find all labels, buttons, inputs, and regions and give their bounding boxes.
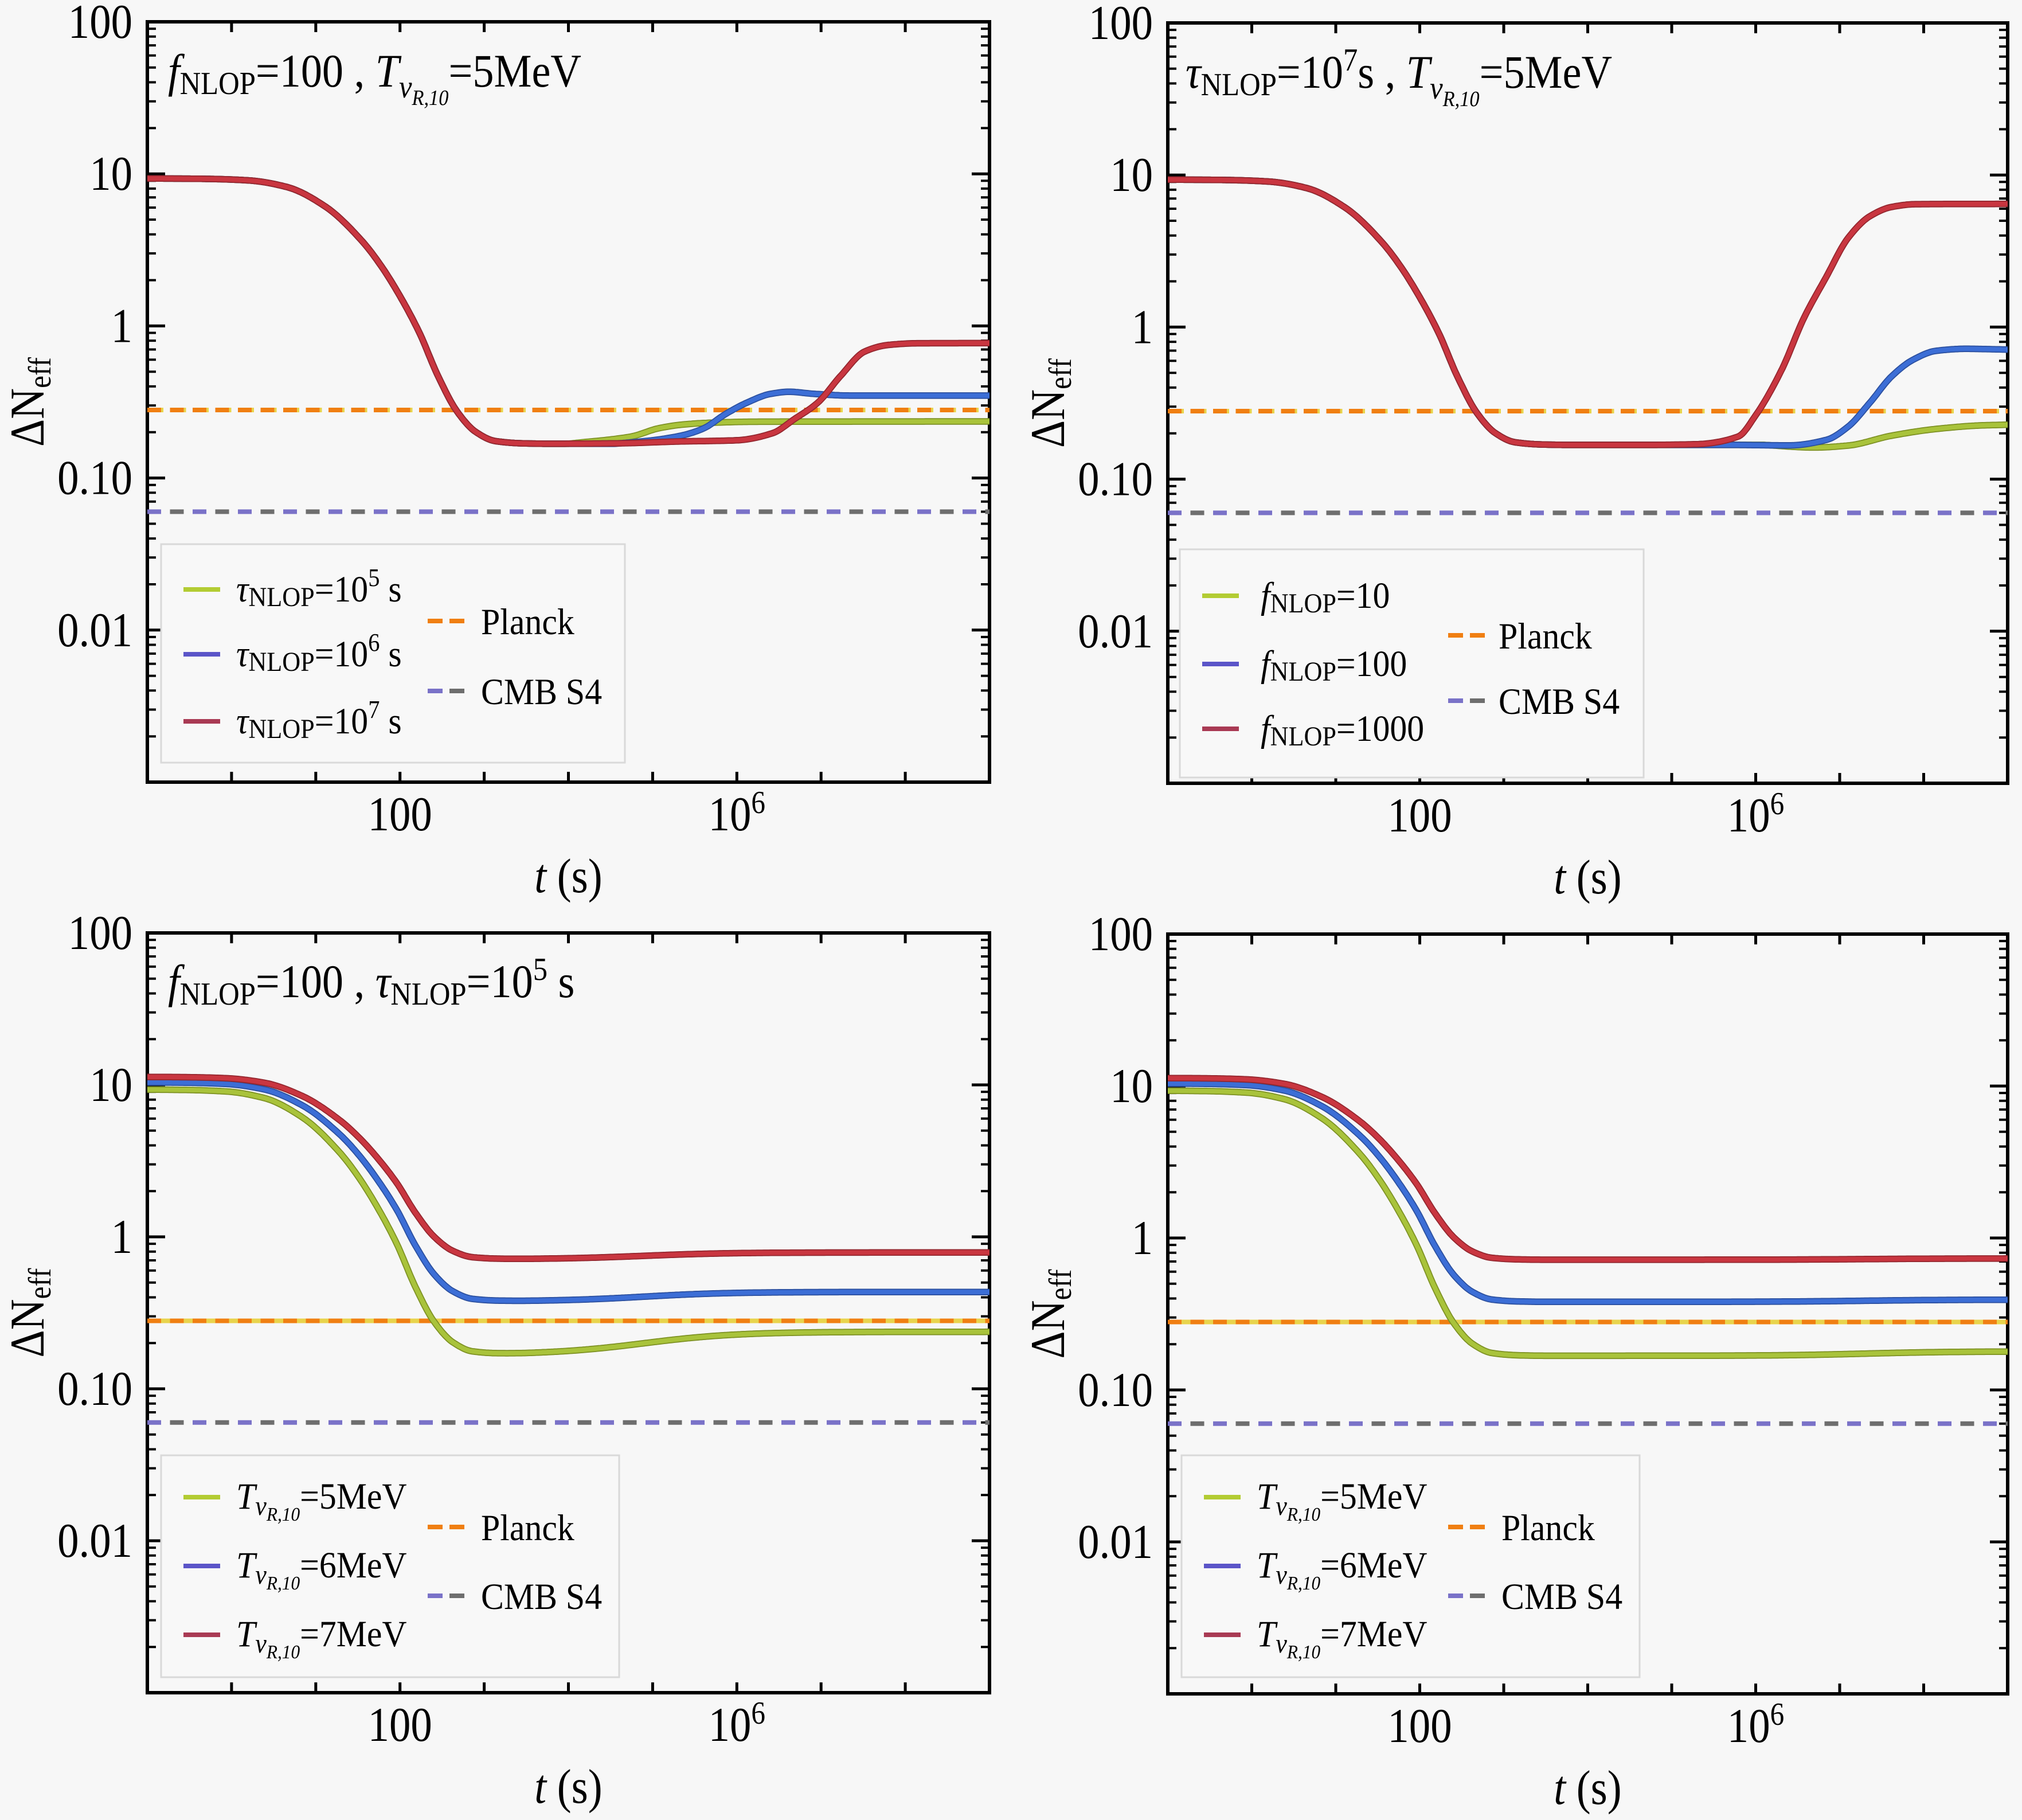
svg-text:t (s): t (s) bbox=[534, 1760, 602, 1814]
svg-text:10: 10 bbox=[1110, 1059, 1153, 1113]
svg-text:0.10: 0.10 bbox=[1078, 452, 1153, 506]
svg-text:0.01: 0.01 bbox=[1078, 604, 1153, 658]
svg-text:t (s): t (s) bbox=[1554, 850, 1621, 904]
svg-text:0.01: 0.01 bbox=[57, 1514, 132, 1568]
svg-text:τNLOP=107 s: τNLOP=107 s bbox=[236, 696, 402, 744]
svg-text:fNLOP=100 , τNLOP=105 s: fNLOP=100 , τNLOP=105 s bbox=[168, 952, 574, 1012]
svg-text:fNLOP=100: fNLOP=100 bbox=[1261, 643, 1407, 687]
svg-text:1: 1 bbox=[111, 1210, 132, 1264]
svg-text:100: 100 bbox=[1387, 1699, 1452, 1753]
svg-text:10: 10 bbox=[1110, 148, 1153, 202]
svg-text:106: 106 bbox=[1727, 786, 1784, 842]
svg-text:100: 100 bbox=[1387, 788, 1452, 842]
svg-text:CMB S4: CMB S4 bbox=[481, 1576, 602, 1618]
svg-text:TνR,10=5MeV: TνR,10=5MeV bbox=[1257, 1476, 1427, 1525]
svg-text:τNLOP=107s , TνR,10=5MeV: τNLOP=107s , TνR,10=5MeV bbox=[1186, 42, 1612, 111]
svg-text:CMB S4: CMB S4 bbox=[1501, 1576, 1622, 1618]
svg-text:0.01: 0.01 bbox=[57, 603, 132, 657]
svg-text:100: 100 bbox=[1089, 0, 1153, 50]
svg-text:0.10: 0.10 bbox=[57, 1362, 132, 1416]
svg-text:TνR,10=6MeV: TνR,10=6MeV bbox=[1257, 1545, 1427, 1594]
svg-text:Planck: Planck bbox=[481, 1507, 574, 1549]
svg-text:fNLOP=10: fNLOP=10 bbox=[1261, 575, 1390, 619]
svg-text:106: 106 bbox=[709, 1696, 765, 1752]
svg-text:fNLOP=1000: fNLOP=1000 bbox=[1261, 708, 1424, 752]
svg-text:ΔNeff: ΔNeff bbox=[1, 1268, 58, 1357]
svg-text:ΔNeff: ΔNeff bbox=[1, 357, 58, 447]
svg-text:TνR,10=5MeV: TνR,10=5MeV bbox=[236, 1476, 407, 1525]
svg-text:100: 100 bbox=[68, 906, 132, 960]
svg-text:Planck: Planck bbox=[1501, 1507, 1595, 1549]
svg-text:100: 100 bbox=[68, 0, 132, 49]
svg-text:0.10: 0.10 bbox=[57, 451, 132, 505]
svg-text:ΔNeff: ΔNeff bbox=[1021, 358, 1078, 448]
svg-text:τNLOP=106 s: τNLOP=106 s bbox=[236, 628, 402, 677]
svg-text:t (s): t (s) bbox=[534, 849, 602, 903]
svg-text:0.01: 0.01 bbox=[1078, 1515, 1153, 1569]
svg-text:CMB S4: CMB S4 bbox=[481, 671, 602, 713]
svg-text:TνR,10=6MeV: TνR,10=6MeV bbox=[236, 1545, 407, 1594]
svg-text:ΔNeff: ΔNeff bbox=[1021, 1269, 1078, 1358]
svg-text:10: 10 bbox=[89, 1058, 132, 1112]
svg-text:106: 106 bbox=[1727, 1697, 1784, 1753]
svg-text:TνR,10=7MeV: TνR,10=7MeV bbox=[236, 1614, 407, 1663]
svg-text:0.10: 0.10 bbox=[1078, 1363, 1153, 1417]
svg-text:106: 106 bbox=[709, 785, 765, 841]
svg-text:fNLOP=100 , TνR,10=5MeV: fNLOP=100 , TνR,10=5MeV bbox=[168, 45, 581, 110]
svg-text:CMB S4: CMB S4 bbox=[1499, 681, 1620, 722]
svg-text:Planck: Planck bbox=[1499, 616, 1592, 657]
svg-text:100: 100 bbox=[368, 787, 432, 841]
svg-text:100: 100 bbox=[1089, 907, 1153, 961]
svg-text:t (s): t (s) bbox=[1554, 1761, 1621, 1815]
svg-text:10: 10 bbox=[89, 147, 132, 201]
svg-text:100: 100 bbox=[368, 1698, 432, 1752]
svg-text:τNLOP=105 s: τNLOP=105 s bbox=[236, 564, 402, 612]
svg-text:Planck: Planck bbox=[481, 602, 574, 643]
svg-text:1: 1 bbox=[111, 299, 132, 353]
svg-text:1: 1 bbox=[1132, 300, 1153, 354]
svg-text:1: 1 bbox=[1132, 1211, 1153, 1265]
svg-text:TνR,10=7MeV: TνR,10=7MeV bbox=[1257, 1614, 1427, 1663]
